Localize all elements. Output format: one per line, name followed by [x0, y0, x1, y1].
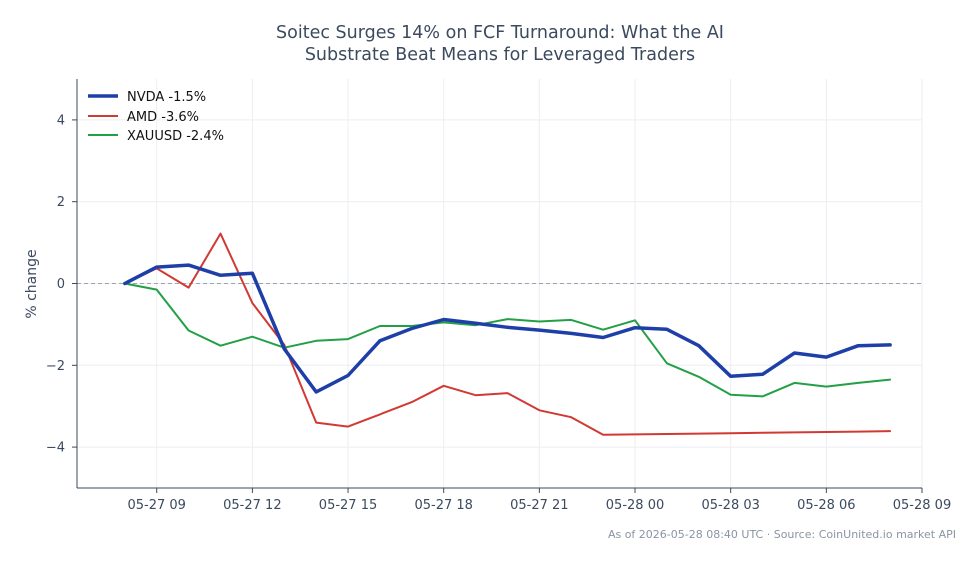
x-tick-label: 05-27 21 — [510, 498, 568, 513]
legend-label-amd: AMD -3.6% — [127, 110, 199, 125]
source-footnote: As of 2026-05-28 08:40 UTC · Source: Coi… — [608, 528, 956, 541]
series-line-nvda — [123, 263, 892, 394]
tick-labels: 05-27 09 05-27 12 05-27 15 05-27 18 05-27 21… — [46, 113, 951, 513]
x-tick-label: 05-27 18 — [414, 498, 472, 513]
series-line-amd — [123, 232, 892, 436]
x-tick-label: 05-27 12 — [223, 498, 281, 513]
x-tick-label: 05-28 03 — [701, 498, 759, 513]
legend-label-xauusd: XAUUSD -2.4% — [127, 129, 224, 144]
series-line-xauusd — [123, 282, 892, 398]
axes — [72, 79, 923, 493]
y-tick-label: 0 — [57, 277, 65, 292]
x-tick-label: 05-28 09 — [893, 498, 951, 513]
chart-title-line-2: Substrate Beat Means for Leveraged Trade… — [305, 45, 695, 65]
series-lines — [123, 232, 892, 436]
y-tick-label: −2 — [46, 359, 65, 374]
y-tick-label: 4 — [57, 113, 65, 128]
x-tick-label: 05-28 00 — [606, 498, 664, 513]
y-tick-label: −4 — [46, 441, 65, 456]
legend-label-nvda: NVDA -1.5% — [127, 90, 206, 105]
y-tick-label: 2 — [57, 195, 65, 210]
legend: NVDA -1.5% AMD -3.6% XAUUSD -2.4% — [88, 90, 224, 144]
y-axis-label: % change — [24, 249, 40, 318]
chart-title-line-1: Soitec Surges 14% on FCF Turnaround: Wha… — [276, 23, 724, 43]
x-tick-label: 05-27 09 — [127, 498, 185, 513]
x-tick-label: 05-27 15 — [319, 498, 377, 513]
x-tick-label: 05-28 06 — [797, 498, 855, 513]
